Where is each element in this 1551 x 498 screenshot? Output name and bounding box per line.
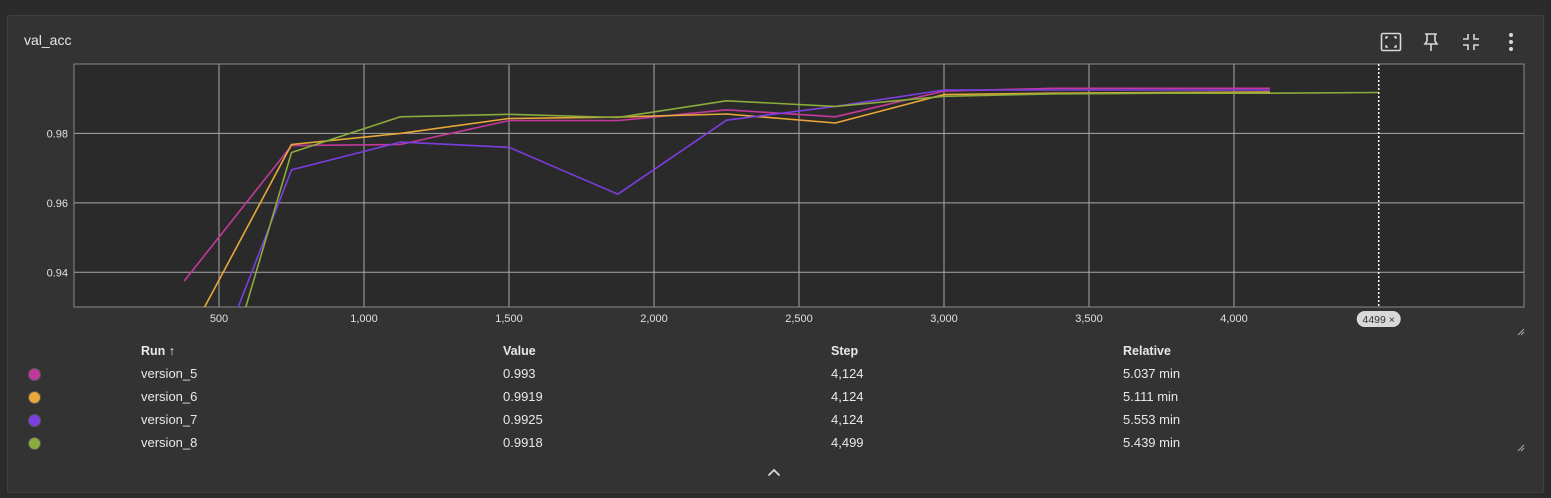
y-tick-label: 0.98: [47, 128, 68, 140]
run-table: Run ↑ Value Step Relative version_5 0.99…: [8, 340, 1545, 455]
header-step[interactable]: Step: [831, 344, 859, 358]
run-color-dot[interactable]: [28, 368, 41, 381]
run-relative: 5.553 min: [1123, 412, 1181, 427]
run-value: 0.9925: [503, 412, 543, 427]
run-name: version_8: [141, 435, 198, 450]
run-value: 0.9919: [503, 389, 543, 404]
collapse-button[interactable]: [1451, 28, 1491, 56]
run-step: 4,124: [831, 366, 864, 381]
expand-table-button[interactable]: [764, 464, 784, 480]
x-tick-label: 500: [210, 313, 228, 325]
run-name: version_5: [141, 366, 198, 381]
table-row: version_8 0.9918 4,499 5.439 min: [8, 432, 1545, 455]
step-cursor-badge: [1356, 311, 1401, 327]
chevron-up-icon: [767, 468, 781, 476]
run-step: 4,499: [831, 435, 864, 450]
y-tick-label: 0.94: [47, 267, 68, 279]
run-relative: 5.111 min: [1123, 389, 1179, 404]
more-vert-icon: [1509, 33, 1513, 51]
run-name: version_7: [141, 412, 198, 427]
run-value: 0.9918: [503, 435, 543, 450]
card-title: val_acc: [24, 32, 72, 48]
step-cursor-label: 4499 ×: [1362, 314, 1394, 326]
line-chart[interactable]: 500 1,000 1,500 2,000 2,500 3,000 3,500 4,000 0.…: [8, 16, 1545, 340]
series-line-version_8: [244, 91, 1379, 307]
table-resize-handle[interactable]: [1517, 444, 1525, 452]
x-tick-label: 3,000: [930, 313, 958, 325]
run-step: 4,124: [831, 389, 864, 404]
run-relative: 5.439 min: [1123, 435, 1181, 450]
table-header: Run ↑ Value Step Relative: [8, 340, 1545, 363]
x-tick-label: 2,000: [640, 313, 668, 325]
y-tick-label: 0.96: [47, 198, 68, 210]
run-step: 4,124: [831, 412, 864, 427]
table-row: version_7 0.9925 4,124 5.553 min: [8, 409, 1545, 432]
header-value[interactable]: Value: [503, 344, 536, 358]
chart-resize-handle[interactable]: [1517, 328, 1525, 336]
run-color-dot[interactable]: [28, 391, 41, 404]
table-row: version_5 0.993 4,124 5.037 min: [8, 363, 1545, 386]
header-run[interactable]: Run ↑: [141, 344, 176, 358]
collapse-icon: [1463, 34, 1479, 50]
card-toolbar: [1371, 28, 1531, 56]
run-relative: 5.037 min: [1123, 366, 1181, 381]
table-row: version_6 0.9919 4,124 5.111 min: [8, 386, 1545, 409]
fit-to-screen-button[interactable]: [1371, 28, 1411, 56]
run-color-dot[interactable]: [28, 414, 41, 427]
run-value: 0.993: [503, 366, 536, 381]
plot-frame: [73, 63, 1525, 308]
x-tick-label: 4,000: [1220, 313, 1248, 325]
fit-to-screen-icon: [1380, 32, 1402, 52]
x-tick-label: 1,500: [495, 313, 523, 325]
x-tick-label: 1,000: [350, 313, 378, 325]
pin-button[interactable]: [1411, 28, 1451, 56]
run-name: version_6: [141, 389, 198, 404]
run-color-dot[interactable]: [28, 437, 41, 450]
pin-icon: [1423, 33, 1439, 51]
series-line-version_5: [183, 87, 1270, 282]
more-options-button[interactable]: [1491, 28, 1531, 56]
x-tick-label: 3,500: [1075, 313, 1103, 325]
series-line-version_7: [237, 89, 1270, 307]
x-tick-label: 2,500: [785, 313, 813, 325]
header-relative[interactable]: Relative: [1123, 344, 1171, 358]
chart-card: val_acc 500 1,000 1,500 2,000 2,500: [7, 15, 1544, 493]
